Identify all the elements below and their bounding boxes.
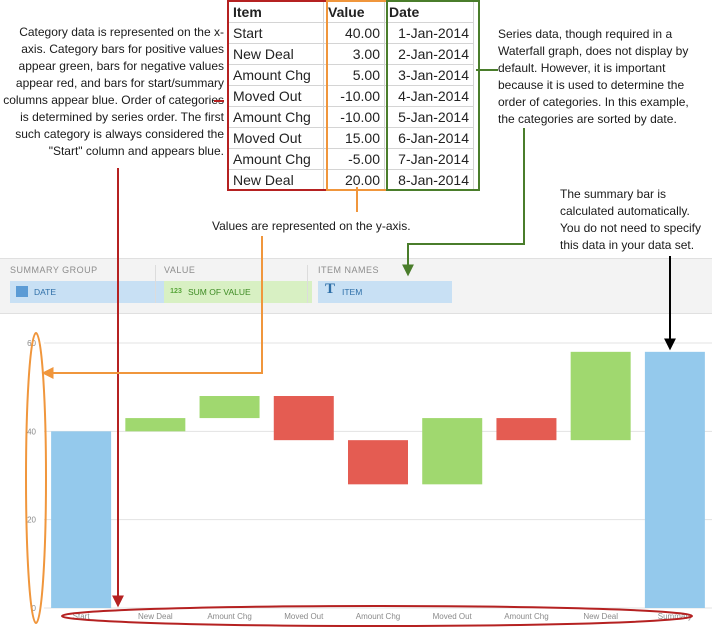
summary-group-label: SUMMARY GROUP — [10, 265, 98, 275]
bar-start[interactable] — [51, 431, 112, 608]
bar-positive[interactable] — [422, 418, 483, 485]
table-header-row: Item Value Date — [228, 1, 474, 23]
source-data-table: Item Value Date Start 40.00 1-Jan-2014 New… — [228, 1, 474, 191]
bar-positive[interactable] — [199, 396, 260, 419]
values-explanation-note: Values are represented on the y-axis. — [212, 219, 411, 233]
sum-of-value-pill[interactable]: 123 SUM OF VALUE — [164, 281, 312, 303]
item-field-label: ITEM — [342, 287, 363, 297]
bar-summary[interactable] — [644, 351, 705, 608]
cell-date: 1-Jan-2014 — [384, 22, 474, 44]
table-row: Amount Chg -5.00 7-Jan-2014 — [228, 148, 474, 170]
x-tick-label: New Deal — [583, 612, 618, 621]
cell-date: 2-Jan-2014 — [384, 43, 474, 65]
cell-value: -5.00 — [323, 148, 385, 170]
series-arrow — [402, 128, 525, 277]
value-well: VALUE 123 SUM OF VALUE — [164, 265, 312, 303]
x-tick-label: Amount Chg — [356, 612, 400, 621]
cell-item: New Deal — [228, 169, 324, 191]
bar-positive[interactable] — [125, 418, 186, 432]
table-row: New Deal 20.00 8-Jan-2014 — [228, 169, 474, 191]
item-names-well: ITEM NAMES T ITEM — [318, 265, 452, 303]
cell-value: 40.00 — [323, 22, 385, 44]
table-row: New Deal 3.00 2-Jan-2014 — [228, 43, 474, 65]
table-row: Amount Chg -10.00 5-Jan-2014 — [228, 106, 474, 128]
x-tick-label: Moved Out — [284, 612, 324, 621]
sum-of-value-label: SUM OF VALUE — [188, 287, 251, 297]
bar-negative[interactable] — [348, 440, 408, 485]
header-value: Value — [323, 1, 385, 23]
x-tick-label: Summary — [658, 612, 692, 621]
bar-positive[interactable] — [570, 351, 631, 441]
bar-negative[interactable] — [273, 396, 334, 441]
text-type-icon: T — [324, 281, 335, 297]
annotations — [25, 69, 693, 627]
values-arrow — [41, 236, 263, 379]
cell-value: -10.00 — [323, 106, 385, 128]
value-well-label: VALUE — [164, 265, 196, 275]
y-tick-label: 0 — [32, 604, 37, 613]
x-axis-highlight-ellipse — [61, 605, 693, 627]
date-field-label: DATE — [34, 287, 57, 297]
x-axis-ticks: Start New Deal Amount Chg Moved Out Amount C… — [73, 612, 692, 621]
summary-explanation-note: The summary bar is calculated automatica… — [560, 187, 701, 252]
table-row: Moved Out -10.00 4-Jan-2014 — [228, 85, 474, 107]
cell-value: -10.00 — [323, 85, 385, 107]
bars — [51, 351, 705, 608]
well-divider — [307, 265, 308, 303]
summary-group-well: SUMMARY GROUP DATE — [10, 265, 170, 303]
cell-item: Moved Out — [228, 127, 324, 149]
header-date: Date — [384, 1, 474, 23]
numeric-icon: 123 — [170, 288, 182, 295]
x-tick-label: Amount Chg — [504, 612, 548, 621]
table-row: Start 40.00 1-Jan-2014 — [228, 22, 474, 44]
cell-date: 7-Jan-2014 — [384, 148, 474, 170]
well-divider — [155, 265, 156, 303]
y-tick-label: 20 — [27, 516, 36, 525]
item-field-pill[interactable]: T ITEM — [318, 281, 452, 303]
cell-item: Moved Out — [228, 85, 324, 107]
cell-value: 20.00 — [323, 169, 385, 191]
series-explanation-note: Series data, though required in a Waterf… — [498, 27, 689, 126]
y-axis-highlight-ellipse — [25, 332, 47, 624]
x-tick-label: Start — [73, 612, 91, 621]
calendar-icon — [16, 286, 28, 297]
cell-item: Amount Chg — [228, 148, 324, 170]
date-field-pill[interactable]: DATE — [10, 281, 170, 303]
item-names-label: ITEM NAMES — [318, 265, 380, 275]
cell-item: Amount Chg — [228, 106, 324, 128]
x-tick-label: New Deal — [138, 612, 173, 621]
y-tick-label: 40 — [27, 427, 36, 436]
bar-negative[interactable] — [496, 418, 557, 441]
x-tick-label: Amount Chg — [207, 612, 251, 621]
x-tick-label: Moved Out — [433, 612, 473, 621]
table-row: Moved Out 15.00 6-Jan-2014 — [228, 127, 474, 149]
category-explanation-note: Category data is represented on the x-ax… — [3, 25, 224, 158]
